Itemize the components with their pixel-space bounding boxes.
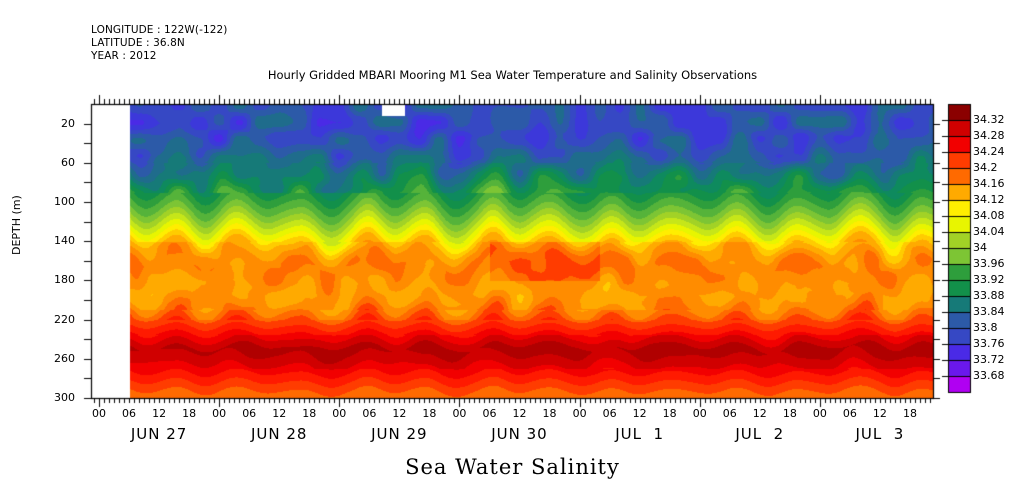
x-tick-label: 06 <box>722 407 737 420</box>
colorbar-label: 34.24 <box>973 145 1005 158</box>
x-tick-label: 18 <box>902 407 917 420</box>
colorbar-label: 33.88 <box>973 289 1005 302</box>
x-tick-label: 18 <box>542 407 557 420</box>
y-tick-label: 180 <box>54 273 75 287</box>
x-tick-label: 00 <box>812 407 827 420</box>
x-tick-label: 12 <box>872 407 887 420</box>
colorbar-label: 34.32 <box>973 113 1005 126</box>
x-tick-label: 00 <box>212 407 227 420</box>
x-tick-label: 06 <box>482 407 497 420</box>
colorbar-label: 34.12 <box>973 193 1005 206</box>
x-tick-label: 06 <box>602 407 617 420</box>
colorbar-label: 34 <box>973 241 987 254</box>
x-tick-label: 18 <box>182 407 197 420</box>
colorbar-label: 33.96 <box>973 257 1005 270</box>
colorbar-label: 33.84 <box>973 305 1005 318</box>
colorbar-label: 34.28 <box>973 129 1005 142</box>
y-tick-label: 60 <box>61 155 75 169</box>
x-day-label: JUL 3 <box>855 425 905 443</box>
x-tick-label: 06 <box>122 407 137 420</box>
x-day-label: JUL 2 <box>735 425 785 443</box>
x-tick-label: 00 <box>692 407 707 420</box>
x-tick-label: 18 <box>782 407 797 420</box>
y-tick-label: 260 <box>54 351 75 365</box>
y-tick-label: 100 <box>54 195 75 208</box>
colorbar-label: 33.68 <box>973 369 1005 382</box>
x-tick-label: 18 <box>422 407 437 420</box>
x-day-label: JUN 30 <box>491 425 548 443</box>
y-tick-label: 140 <box>54 234 75 248</box>
x-tick-label: 06 <box>842 407 857 420</box>
colorbar-label: 33.76 <box>973 337 1005 350</box>
colorbar-label: 34.2 <box>973 161 998 174</box>
variable-title: Sea Water Salinity <box>405 455 620 479</box>
latitude-label: LATITUDE : 36.8N <box>91 37 185 49</box>
y-tick-label: 220 <box>54 312 75 326</box>
x-tick-label: 00 <box>332 407 347 420</box>
x-tick-label: 00 <box>92 407 106 420</box>
x-tick-label: 06 <box>362 407 377 420</box>
colorbar-label: 34.04 <box>973 225 1005 238</box>
x-day-label: JUN 29 <box>371 425 428 443</box>
x-tick-label: 18 <box>662 407 677 420</box>
x-day-label: JUN 28 <box>250 425 308 443</box>
colorbar-label: 33.8 <box>973 321 998 334</box>
x-tick-label: 12 <box>392 407 407 420</box>
x-tick-label: 18 <box>302 407 317 420</box>
x-tick-label: 06 <box>242 407 257 420</box>
x-tick-label: 00 <box>452 407 467 420</box>
year-label: YEAR : 2012 <box>91 50 157 62</box>
chart-title: Hourly Gridded MBARI Mooring M1 Sea Wate… <box>267 68 758 82</box>
longitude-label: LONGITUDE : 122W(-122) <box>91 24 228 36</box>
y-tick-label: 300 <box>54 391 75 404</box>
colorbar-label: 33.92 <box>973 273 1005 286</box>
x-tick-label: 12 <box>632 407 647 420</box>
colorbar-label: 33.72 <box>973 353 1005 366</box>
x-tick-label: 12 <box>272 407 287 420</box>
x-tick-label: 12 <box>152 407 167 420</box>
salinity-contour-plot <box>0 90 1009 420</box>
y-tick-label: 20 <box>61 116 75 130</box>
y-axis-title: DEPTH (m) <box>10 195 23 255</box>
x-tick-label: 00 <box>572 407 587 420</box>
x-tick-label: 12 <box>752 407 767 420</box>
colorbar-label: 34.16 <box>973 177 1005 190</box>
x-day-label: JUL 1 <box>615 425 665 443</box>
x-tick-label: 12 <box>512 407 527 420</box>
x-day-label: JUN 27 <box>130 425 188 443</box>
colorbar-label: 34.08 <box>973 209 1005 222</box>
